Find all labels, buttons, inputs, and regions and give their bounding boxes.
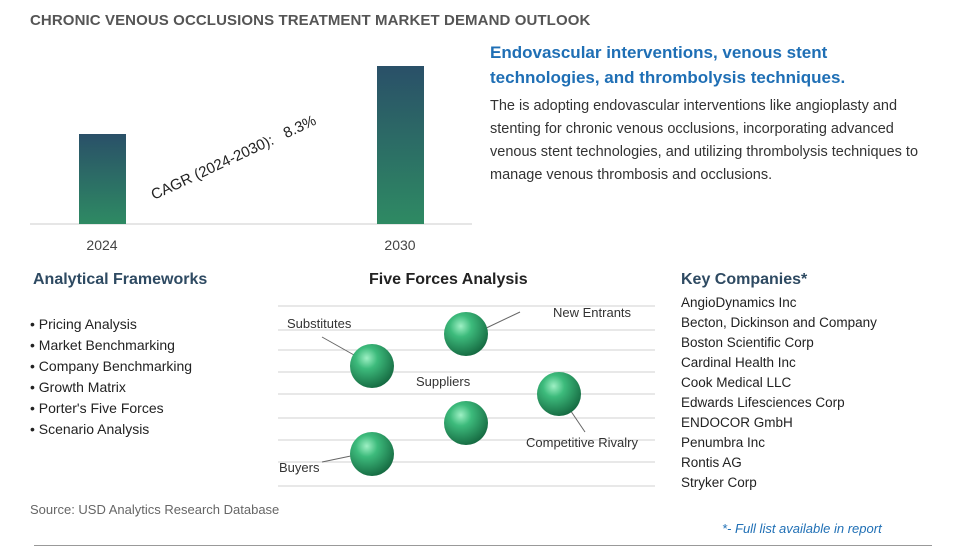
- framework-item: Growth Matrix: [30, 377, 192, 398]
- company-item: Edwards Lifesciences Corp: [681, 395, 845, 410]
- framework-item: Company Benchmarking: [30, 356, 192, 377]
- company-item: Stryker Corp: [681, 475, 757, 490]
- tick-label-2024: 2024: [86, 237, 117, 253]
- bar-2030: [377, 66, 424, 224]
- source-note: Source: USD Analytics Research Database: [30, 502, 280, 517]
- company-item: AngioDynamics Inc: [681, 295, 797, 310]
- page-title: CHRONIC VENOUS OCCLUSIONS TREATMENT MARK…: [30, 12, 591, 29]
- company-item: ENDOCOR GmbH: [681, 415, 793, 430]
- framework-item: Scenario Analysis: [30, 419, 192, 440]
- full-list-note: *- Full list available in report: [722, 521, 882, 536]
- company-item: Becton, Dickinson and Company: [681, 315, 877, 330]
- substitutes-sphere: [350, 344, 394, 388]
- label-substitutes: Substitutes: [287, 316, 352, 331]
- bar-2024: [79, 134, 126, 224]
- new-entrants-sphere: [444, 312, 488, 356]
- company-item: Penumbra Inc: [681, 435, 766, 450]
- buyers-sphere: [350, 432, 394, 476]
- company-item: Boston Scientific Corp: [681, 335, 814, 350]
- competitive-rivalry-sphere: [537, 372, 581, 416]
- headline: Endovascular interventions, venous stent…: [490, 43, 846, 87]
- companies-title: Key Companies*: [681, 271, 808, 288]
- companies-list: AngioDynamics Inc Becton, Dickinson and …: [681, 293, 877, 493]
- label-suppliers: Suppliers: [416, 374, 471, 389]
- tick-label-2030: 2030: [384, 237, 415, 253]
- label-competitive-rivalry: Competitive Rivalry: [526, 435, 638, 450]
- label-buyers: Buyers: [279, 460, 320, 475]
- framework-item: Pricing Analysis: [30, 314, 192, 335]
- label-new-entrants: New Entrants: [553, 305, 632, 320]
- description: The is adopting endovascular interventio…: [490, 98, 919, 183]
- suppliers-sphere: [444, 401, 488, 445]
- company-item: Cardinal Health Inc: [681, 355, 796, 370]
- framework-item: Porter's Five Forces: [30, 398, 192, 419]
- frameworks-title: Analytical Frameworks: [33, 271, 208, 288]
- company-item: Rontis AG: [681, 455, 742, 470]
- company-item: Cook Medical LLC: [681, 375, 792, 390]
- frameworks-list: Pricing Analysis Market Benchmarking Com…: [30, 314, 192, 440]
- bottom-divider: [34, 545, 932, 546]
- five-forces-title: Five Forces Analysis: [369, 271, 528, 288]
- framework-item: Market Benchmarking: [30, 335, 192, 356]
